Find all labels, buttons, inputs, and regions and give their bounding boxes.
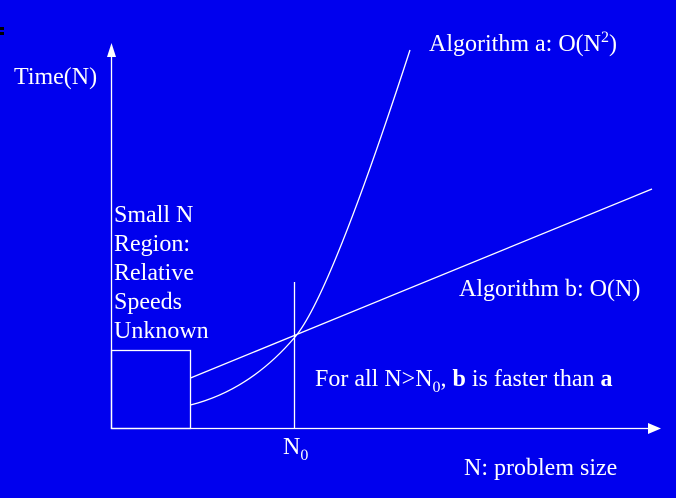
region-line-3: Relative (114, 260, 194, 286)
algorithm-a-label-close: ) (608, 31, 617, 57)
region-line-1: Small N (114, 202, 194, 228)
left-edge-artifact (0, 26, 6, 36)
small-n-region-box (110, 349, 192, 430)
region-line-4: Speeds (114, 289, 182, 315)
conclusion-part2: , (440, 366, 453, 392)
conclusion-part1: For all N>N (315, 366, 433, 392)
left-edge-artifact-mark (0, 27, 4, 30)
conclusion-text: For all N>N0, b is faster than a (315, 366, 613, 396)
algorithm-a-label: Algorithm a: O(N2) (429, 29, 617, 57)
x-axis-arrow-icon (648, 423, 661, 434)
small-n-region-label: Small N Region: Relative Speeds Unknown (114, 201, 209, 346)
conclusion-bold-a: a (600, 366, 613, 392)
n0-subscript: 0 (300, 447, 309, 464)
n0-tick-label: N0 (283, 434, 308, 464)
left-edge-artifact-mark (0, 32, 4, 35)
y-axis-arrow-icon (107, 43, 116, 57)
algorithm-a-label-text: Algorithm a: O(N (429, 31, 601, 57)
y-axis-label: Time(N) (14, 64, 98, 90)
algorithm-a-curve (190, 49, 411, 406)
conclusion-subscript: 0 (432, 379, 441, 396)
conclusion-bold-b: b (452, 366, 466, 392)
n0-base: N (283, 434, 301, 460)
algorithm-b-label: Algorithm b: O(N) (459, 276, 641, 302)
algorithm-a-exponent: 2 (600, 29, 609, 46)
algorithm-b-line (190, 188, 653, 379)
region-line-5: Unknown (114, 318, 209, 344)
x-axis-label: N: problem size (464, 455, 618, 481)
region-line-2: Region: (114, 231, 190, 257)
conclusion-part3: is faster than (465, 366, 601, 392)
